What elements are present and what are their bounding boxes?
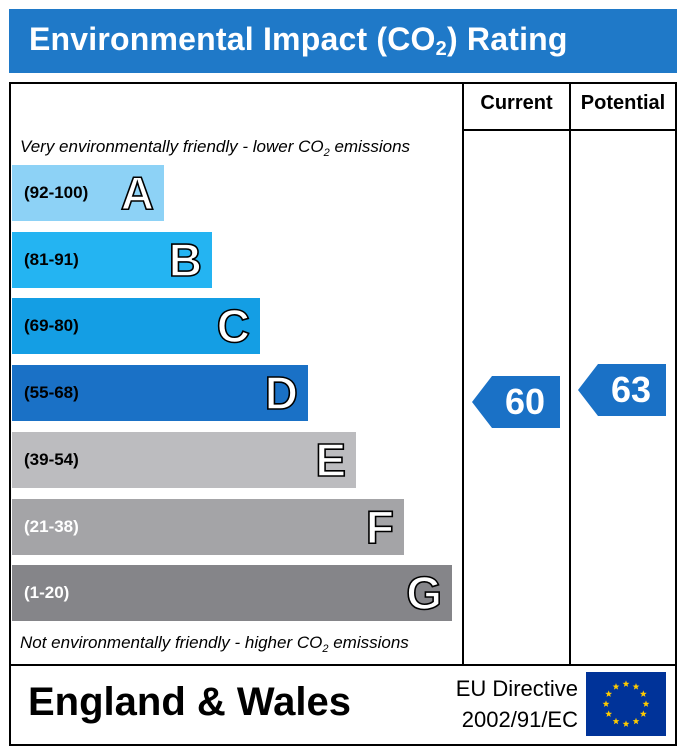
current-rating-value: 60 [504, 381, 546, 422]
eu-directive-number: 2002/91/EC [461, 707, 578, 732]
flag-star [639, 710, 647, 717]
flag-star [622, 680, 630, 687]
rating-frame [9, 82, 677, 746]
band-letter: E [315, 433, 347, 487]
band-letter: C [216, 299, 251, 353]
divider-current [462, 82, 464, 666]
note-bottom: Not environmentally friendly - higher CO… [20, 633, 409, 655]
band-range: (92-100) [24, 183, 89, 202]
band-range: (69-80) [24, 316, 79, 335]
flag-star [622, 720, 630, 727]
rating-header: Environmental Impact (CO2) Rating [9, 9, 677, 73]
band-b: (81-91) B [12, 232, 212, 288]
divider-column-header [462, 129, 677, 131]
band-range: (39-54) [24, 450, 79, 469]
flag-star [632, 683, 640, 690]
divider-potential [569, 82, 571, 666]
eu-flag-icon [586, 672, 666, 736]
potential-rating-arrow: 63 [578, 364, 666, 416]
arrow-shape [472, 376, 560, 428]
flag-star [605, 690, 613, 697]
column-header-potential: Potential [580, 92, 666, 114]
band-range: (81-91) [24, 250, 79, 269]
band-letter: A [120, 166, 155, 220]
flag-star [612, 683, 620, 690]
flag-star [605, 710, 613, 717]
band-range: (21-38) [24, 517, 79, 536]
band-c: (69-80) C [12, 298, 260, 354]
band-e: (39-54) E [12, 432, 356, 488]
band-f: (21-38) F [12, 499, 404, 555]
band-d: (55-68) D [12, 365, 308, 421]
flag-star [602, 700, 610, 707]
arrow-shape [578, 364, 666, 416]
flag-star [642, 700, 650, 707]
column-header-current: Current [480, 92, 553, 114]
band-g: (1-20) G [12, 565, 452, 621]
band-range: (1-20) [24, 583, 70, 602]
note-top: Very environmentally friendly - lower CO… [20, 137, 411, 159]
flag-star [632, 717, 640, 725]
potential-rating-value: 63 [610, 369, 652, 410]
band-range: (55-68) [24, 383, 79, 402]
eu-directive-label: EU Directive [455, 676, 578, 701]
current-rating-arrow: 60 [472, 376, 560, 428]
divider-footer [9, 664, 677, 666]
band-a: (92-100) A [12, 165, 164, 221]
band-letter: D [264, 366, 299, 420]
flag-star [612, 717, 620, 725]
band-letter: G [405, 566, 442, 620]
band-letter: F [365, 500, 395, 554]
page-title: Environmental Impact (CO2) Rating [29, 21, 568, 60]
region-label: England & Wales [28, 680, 352, 724]
flag-star [639, 690, 647, 697]
band-letter: B [168, 233, 203, 287]
